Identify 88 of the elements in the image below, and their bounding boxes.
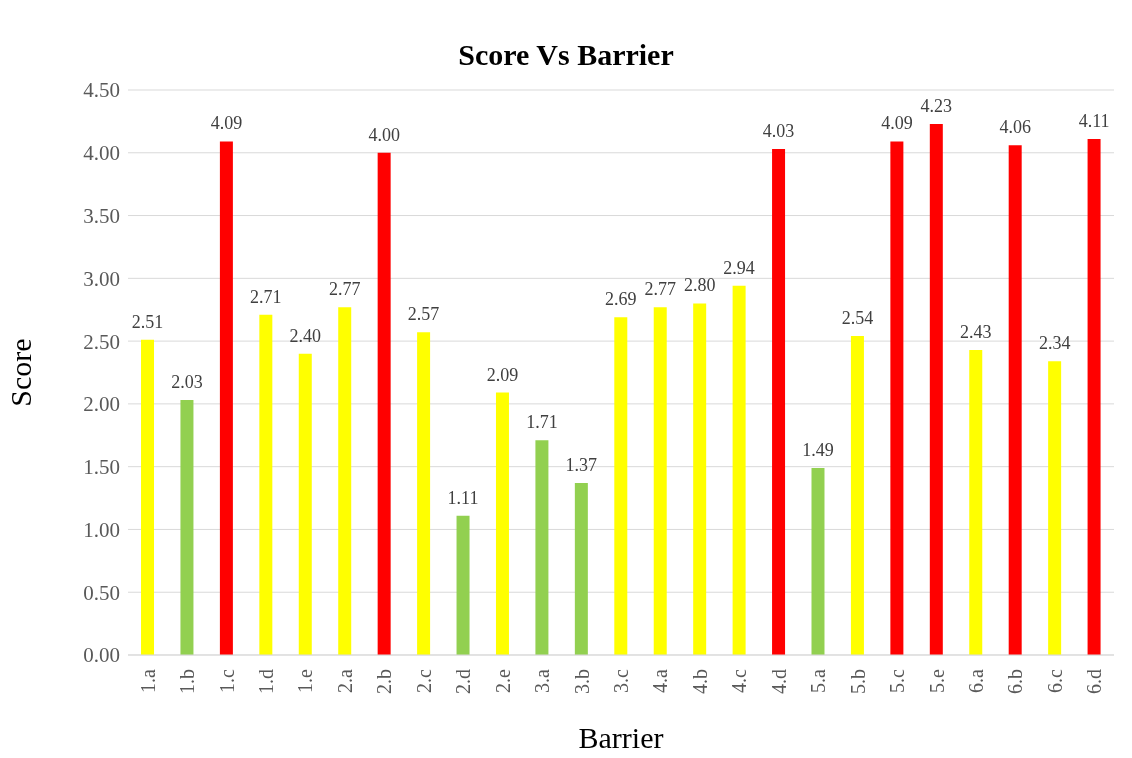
y-tick-label: 2.00 <box>83 392 120 417</box>
data-label: 2.77 <box>644 279 676 300</box>
y-tick-label: 4.00 <box>83 141 120 166</box>
x-tick-label: 4.b <box>688 669 711 694</box>
x-tick-label: 1.d <box>255 669 278 694</box>
y-tick-label: 3.50 <box>83 204 120 229</box>
y-tick-label: 0.50 <box>83 580 120 605</box>
y-axis-title: Score <box>3 338 37 407</box>
bar <box>417 332 431 655</box>
bar <box>969 349 983 655</box>
bar <box>456 515 470 655</box>
data-label: 1.49 <box>802 439 834 460</box>
x-tick-label: 2.c <box>412 668 435 693</box>
data-label: 2.40 <box>289 325 322 346</box>
bar <box>141 339 155 655</box>
bar <box>693 303 707 655</box>
bar <box>890 141 904 655</box>
bar <box>377 152 391 655</box>
bar <box>574 482 588 655</box>
bar <box>811 467 825 655</box>
x-tick-label: 4.a <box>649 668 672 693</box>
x-tick-label: 1.a <box>136 668 159 693</box>
y-tick-label: 3.00 <box>83 266 120 291</box>
x-tick-label: 3.c <box>610 668 632 693</box>
x-tick-label: 2.d <box>452 669 475 694</box>
bar <box>180 400 194 655</box>
x-tick-label: 6.a <box>964 668 987 693</box>
bar <box>614 317 628 655</box>
data-label: 2.51 <box>131 311 164 332</box>
data-label: 4.09 <box>881 113 913 134</box>
x-tick-label: 5.c <box>886 668 909 693</box>
y-tick-label: 1.50 <box>83 455 120 480</box>
x-tick-label: 2.a <box>333 668 356 693</box>
bar <box>653 307 667 655</box>
data-label: 2.94 <box>723 257 755 278</box>
y-tick-label: 2.50 <box>83 329 120 354</box>
x-tick-label: 5.e <box>925 668 948 693</box>
data-label: 2.43 <box>960 321 992 342</box>
bar <box>338 307 352 655</box>
data-label: 2.34 <box>1038 333 1071 354</box>
data-label: 2.54 <box>841 308 874 329</box>
data-label: 2.77 <box>328 279 361 300</box>
x-axis-title: Barrier <box>578 721 664 754</box>
x-tick-label: 4.c <box>728 668 751 693</box>
x-tick-label: 2.e <box>491 668 514 693</box>
data-label: 1.37 <box>565 454 598 475</box>
bar <box>495 392 509 655</box>
x-tick-label: 6.d <box>1083 669 1106 694</box>
x-tick-label: 2.b <box>373 669 396 694</box>
x-tick-label: 1.e <box>294 668 317 693</box>
data-label: 2.69 <box>605 289 637 310</box>
data-label: 2.71 <box>250 286 282 307</box>
x-tick-label: 4.d <box>767 669 790 694</box>
data-label: 4.06 <box>999 117 1031 138</box>
bar <box>929 123 943 655</box>
data-label: 4.09 <box>210 113 243 134</box>
bar <box>850 336 864 655</box>
bar <box>219 141 233 655</box>
bar <box>772 149 786 655</box>
data-label: 2.57 <box>407 304 440 325</box>
x-tick-label: 6.c <box>1043 668 1066 693</box>
bar <box>732 285 746 655</box>
data-label: 4.23 <box>920 95 953 116</box>
x-tick-label: 6.b <box>1004 669 1027 694</box>
x-tick-label: 5.a <box>807 668 830 693</box>
bar <box>535 440 549 655</box>
bar <box>1008 145 1022 655</box>
data-label: 2.80 <box>683 275 716 296</box>
x-tick-label: 3.b <box>570 669 593 694</box>
data-label: 2.03 <box>171 372 203 393</box>
chart-title: Score Vs Barrier <box>457 38 675 72</box>
y-tick-label: 0.00 <box>83 643 120 668</box>
bar <box>1087 138 1101 655</box>
x-tick-label: 3.a <box>531 668 554 693</box>
bar <box>298 353 312 655</box>
data-label: 2.09 <box>486 364 519 385</box>
x-tick-label: 5.b <box>846 669 869 694</box>
y-tick-label: 4.50 <box>83 78 120 103</box>
data-label: 1.71 <box>526 412 558 433</box>
data-label: 4.00 <box>368 124 400 145</box>
data-label: 1.11 <box>447 487 479 508</box>
x-tick-label: 1.c <box>215 668 238 693</box>
y-tick-label: 1.00 <box>83 517 120 542</box>
data-label: 4.11 <box>1078 110 1110 131</box>
x-tick-label: 1.b <box>176 669 199 694</box>
bar <box>259 314 273 655</box>
bar <box>1048 361 1062 655</box>
data-label: 4.03 <box>762 121 795 142</box>
